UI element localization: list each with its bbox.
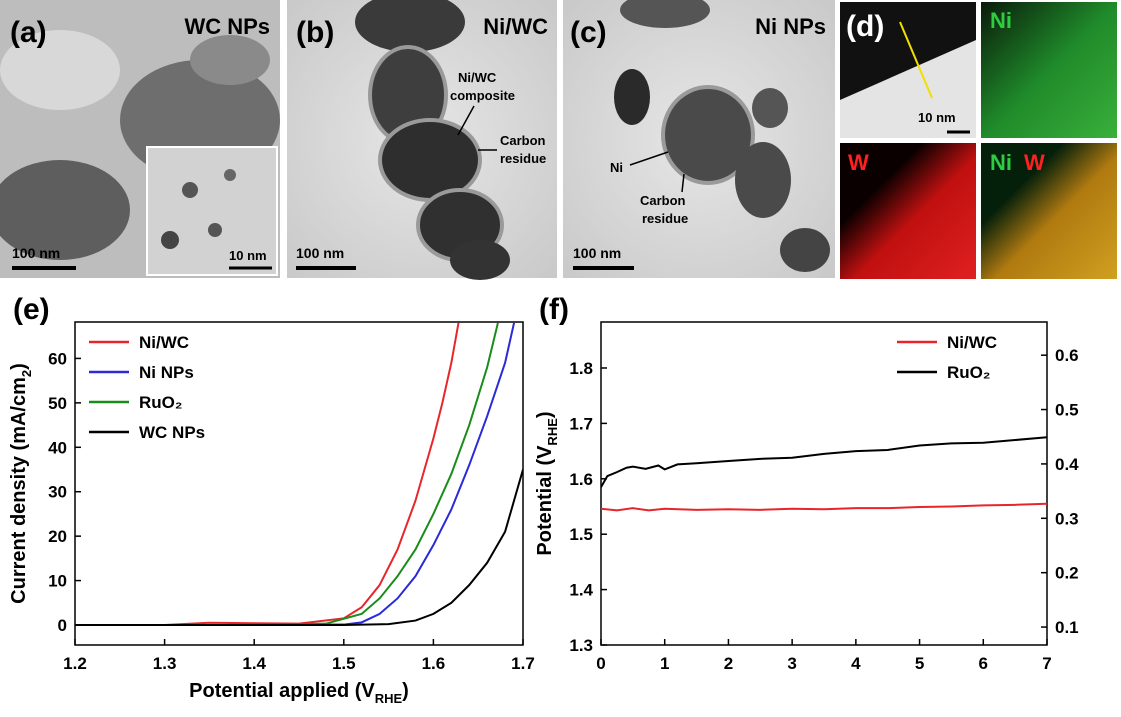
panel-label: (d) — [846, 10, 884, 43]
arrow — [457, 105, 475, 136]
y-tick-label: 30 — [48, 483, 67, 502]
y-axis-title-sub: RHE — [545, 418, 560, 446]
legend-label: Ni/WC — [947, 333, 997, 352]
x-tick-label: 1.3 — [153, 654, 177, 673]
x-tick-label: 1 — [660, 654, 669, 673]
x-axis-title: Potential applied (VRHE) — [189, 680, 409, 706]
panel-label: (a) — [10, 16, 47, 49]
y-tick-label: 20 — [48, 527, 67, 546]
y2-tick-label: 0.3 — [1055, 509, 1079, 528]
y2-tick-label: 0.5 — [1055, 401, 1079, 420]
x-tick-label: 1.7 — [511, 654, 535, 673]
annotation: residue — [500, 151, 546, 166]
y-tick-label: 50 — [48, 394, 67, 413]
annotation: Carbon — [500, 133, 546, 148]
x-axis-title-part: ) — [402, 680, 409, 702]
panel-b: (b) Ni/WC Ni/WC composite Carbon residue… — [287, 0, 557, 280]
y2-tick-label: 0.4 — [1055, 455, 1079, 474]
x-tick-label: 2 — [724, 654, 733, 673]
y2-tick-label: 0.1 — [1055, 618, 1079, 637]
panel-d: (d) 10 nm Ni W Ni W — [840, 2, 1117, 279]
scale-label: 100 nm — [573, 245, 621, 261]
charts: (e)1.2 1.3 1.4 1.5 1.6 1.70102030405060Potent… — [8, 293, 1079, 706]
chart: (f) 0 1 2 3 4 5 6 7 1.3 1.4 1.5 1.6 1.7 1.8 0.1 0.2 0.3 0.… — [534, 293, 1079, 673]
series-line — [601, 436, 1047, 488]
scale-label: 100 nm — [296, 245, 344, 261]
x-axis-title-sub: RHE — [375, 691, 403, 706]
map-label: Ni — [990, 150, 1012, 175]
series-line — [75, 322, 460, 627]
x-tick-label: 5 — [915, 654, 924, 673]
series-line — [601, 502, 1047, 512]
plot-frame — [600, 321, 1048, 646]
x-tick-label: 1.6 — [422, 654, 446, 673]
y-axis-title-part: Potential (V — [534, 445, 556, 556]
x-tick-label: 1.5 — [332, 654, 356, 673]
annotation: composite — [450, 88, 515, 103]
legend-label: Ni/WC — [139, 333, 189, 352]
chart: (e) 1.2 1.3 1.4 1.5 1.6 1.7 0 10 20 30 40 50 60 Potent… — [8, 293, 535, 706]
annotation: residue — [642, 211, 688, 226]
scale-label: 10 nm — [918, 110, 956, 125]
map-label: W — [1024, 150, 1045, 175]
map-label: W — [848, 150, 869, 175]
annotation: Ni — [610, 160, 623, 175]
panel-title: Ni NPs — [755, 14, 826, 39]
annotation: Carbon — [640, 193, 686, 208]
y-tick-label: 1.6 — [569, 470, 593, 489]
scale-label: 100 nm — [12, 245, 60, 261]
y-tick-label: 1.5 — [569, 525, 593, 544]
arrow — [629, 151, 669, 166]
arrow — [681, 173, 685, 193]
panel-title: Ni/WC — [483, 14, 548, 39]
y-tick-label: 1.8 — [569, 359, 593, 378]
panel-label: (e) — [13, 293, 50, 326]
plot-frame — [74, 321, 524, 646]
panel-a: (a) WC NPs 100 nm 10 nm — [0, 0, 280, 278]
x-tick-label: 4 — [851, 654, 861, 673]
x-tick-label: 1.2 — [63, 654, 87, 673]
panel-c: (c) Ni NPs Ni Carbon residue 100 nm — [563, 0, 835, 278]
y-axis-title-part: ) — [8, 363, 30, 370]
scale-label: 10 nm — [229, 248, 267, 263]
y-tick-label: 60 — [48, 349, 67, 368]
y-tick-label: 0 — [58, 616, 67, 635]
y-axis-title-part: ) — [534, 411, 556, 418]
legend-label: WC NPs — [139, 423, 205, 442]
map-label: Ni — [990, 8, 1012, 33]
legend-label: RuO₂ — [947, 363, 990, 382]
y-tick-label: 1.4 — [569, 581, 593, 600]
y-tick-label: 10 — [48, 572, 67, 591]
y2-tick-label: 0.6 — [1055, 346, 1079, 365]
y-axis-title-sub: 2 — [19, 370, 34, 377]
line-scan — [899, 21, 933, 99]
x-tick-label: 7 — [1042, 654, 1051, 673]
y-axis-title-part: Current density (mA/cm — [8, 377, 30, 604]
annotation: Ni/WC — [458, 70, 497, 85]
y-tick-label: 40 — [48, 438, 67, 457]
panel-label: (b) — [296, 16, 334, 49]
x-tick-label: 6 — [979, 654, 988, 673]
panel-label: (c) — [570, 16, 607, 49]
y-axis-title: Potential (VRHE) — [534, 411, 560, 555]
panel-title: WC NPs — [184, 14, 270, 39]
x-axis-title-part: Potential applied (V — [189, 680, 375, 702]
series-line — [75, 469, 523, 627]
x-tick-label: 0 — [596, 654, 605, 673]
x-tick-label: 1.4 — [242, 654, 266, 673]
legend-label: RuO₂ — [139, 393, 182, 412]
y-axis-title: Current density (mA/cm2) — [8, 363, 34, 604]
legend-label: Ni NPs — [139, 363, 194, 382]
y2-tick-label: 0.2 — [1055, 564, 1079, 583]
y-tick-label: 1.3 — [569, 636, 593, 655]
y-tick-label: 1.7 — [569, 414, 593, 433]
panel-label: (f) — [539, 293, 569, 326]
x-tick-label: 3 — [787, 654, 796, 673]
